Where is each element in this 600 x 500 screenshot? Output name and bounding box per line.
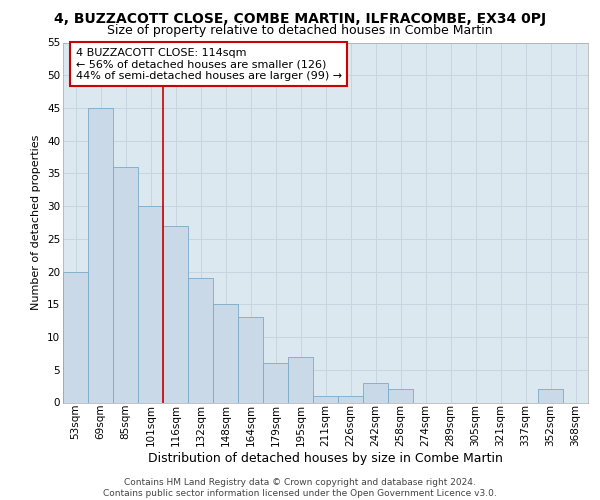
Bar [288,356,313,403]
Bar [63,272,88,402]
Text: 4 BUZZACOTT CLOSE: 114sqm
← 56% of detached houses are smaller (126)
44% of semi: 4 BUZZACOTT CLOSE: 114sqm ← 56% of detac… [76,48,341,81]
Text: Size of property relative to detached houses in Combe Martin: Size of property relative to detached ho… [107,24,493,37]
X-axis label: Distribution of detached houses by size in Combe Martin: Distribution of detached houses by size … [148,452,503,464]
Bar [538,390,563,402]
Text: Contains HM Land Registry data © Crown copyright and database right 2024.
Contai: Contains HM Land Registry data © Crown c… [103,478,497,498]
Bar [338,396,363,402]
Bar [188,278,213,402]
Bar [163,226,188,402]
Bar [313,396,338,402]
Y-axis label: Number of detached properties: Number of detached properties [31,135,41,310]
Bar [88,108,113,403]
Bar [363,383,388,402]
Bar [138,206,163,402]
Bar [113,167,138,402]
Text: 4, BUZZACOTT CLOSE, COMBE MARTIN, ILFRACOMBE, EX34 0PJ: 4, BUZZACOTT CLOSE, COMBE MARTIN, ILFRAC… [54,12,546,26]
Bar [263,363,288,403]
Bar [213,304,238,402]
Bar [388,390,413,402]
Bar [238,318,263,402]
